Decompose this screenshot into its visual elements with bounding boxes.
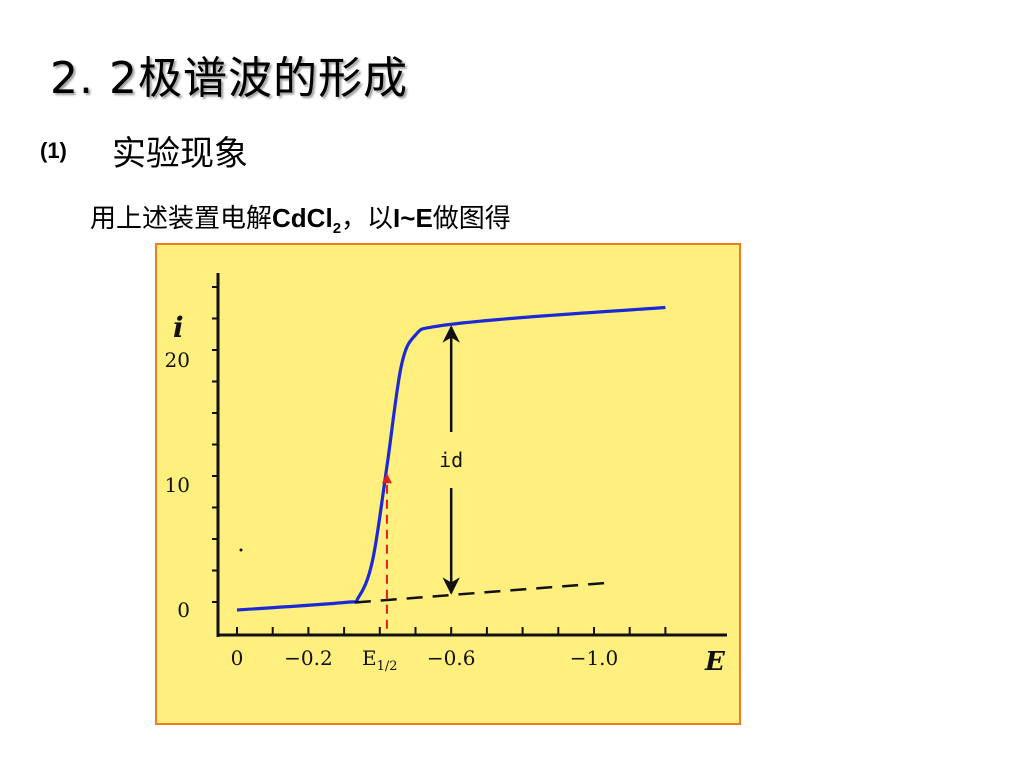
desc-suffix: 做图得 bbox=[432, 204, 511, 234]
y-axis-label: i bbox=[173, 311, 184, 344]
stray-dot bbox=[239, 548, 243, 552]
desc-mid: ，以 bbox=[341, 204, 394, 234]
x-tick-label: −0.2 bbox=[284, 646, 333, 670]
id-label: id bbox=[439, 448, 463, 472]
x-tick-label: 0 bbox=[231, 646, 244, 670]
chart-svg: 0 10 20 0 −0.2 E1/2 −0.6 −1.0 i Eid bbox=[165, 273, 727, 677]
y-tick-label: 10 bbox=[165, 473, 190, 497]
desc-chemical-subscript: 2 bbox=[332, 220, 342, 238]
section-heading: (1) 实验现象 bbox=[40, 126, 248, 175]
y-tick-label: 0 bbox=[177, 598, 190, 622]
desc-prefix: 用上述装置电解 bbox=[90, 204, 273, 234]
x-tick-label: −1.0 bbox=[570, 646, 619, 670]
x-tick-label: −0.6 bbox=[427, 646, 476, 670]
section-title: 实验现象 bbox=[111, 134, 248, 174]
description-text: 用上述装置电解CdCl2，以I~E做图得 bbox=[90, 198, 511, 237]
desc-chemical: CdCl bbox=[272, 203, 333, 233]
x-tick-label: E1/2 bbox=[362, 646, 398, 674]
section-number: (1) bbox=[40, 137, 67, 163]
y-tick-label: 20 bbox=[165, 348, 190, 372]
x-axis-label: E bbox=[704, 647, 726, 677]
slide-title: 2. 2极谱波的形成 bbox=[50, 53, 408, 104]
desc-variables: I~E bbox=[393, 203, 433, 233]
series-residual-dashed bbox=[354, 581, 612, 604]
